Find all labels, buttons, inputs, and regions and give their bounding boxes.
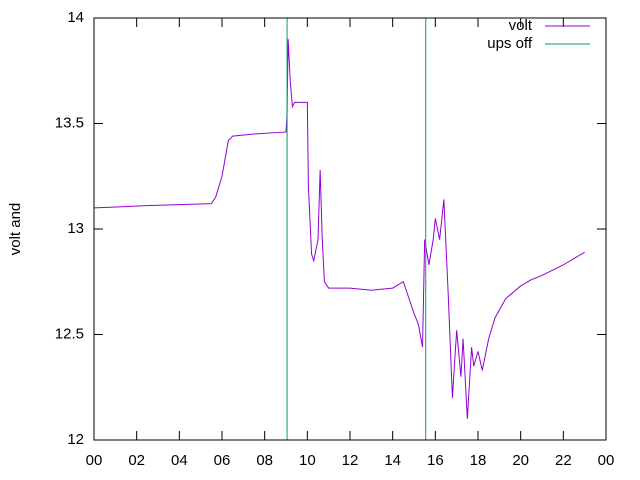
x-tick-label: 12 xyxy=(342,452,359,469)
x-tick-label: 00 xyxy=(86,452,103,469)
x-tick-label: 08 xyxy=(256,452,273,469)
x-tick-label: 22 xyxy=(555,452,572,469)
x-tick-label: 10 xyxy=(299,452,316,469)
series-line xyxy=(94,39,585,419)
y-tick-label: 12.5 xyxy=(55,325,84,342)
y-axis-label: volt and xyxy=(7,203,24,256)
legend-label: volt xyxy=(509,17,533,34)
x-tick-label: 04 xyxy=(171,452,188,469)
x-tick-label: 18 xyxy=(470,452,487,469)
x-tick-label: 20 xyxy=(512,452,529,469)
x-tick-label: 06 xyxy=(214,452,231,469)
x-tick-label: 16 xyxy=(427,452,444,469)
x-tick-label: 14 xyxy=(384,452,401,469)
y-tick-label: 14 xyxy=(67,9,84,26)
y-tick-label: 13 xyxy=(67,220,84,237)
x-tick-label: 02 xyxy=(128,452,145,469)
plot-area xyxy=(94,18,585,440)
plot-frame xyxy=(93,17,607,441)
y-tick-label: 13.5 xyxy=(55,114,84,131)
series-line xyxy=(94,18,585,440)
y-tick-label: 12 xyxy=(67,431,84,448)
legend-label: ups off xyxy=(487,35,533,52)
x-tick-label: 00 xyxy=(598,452,615,469)
